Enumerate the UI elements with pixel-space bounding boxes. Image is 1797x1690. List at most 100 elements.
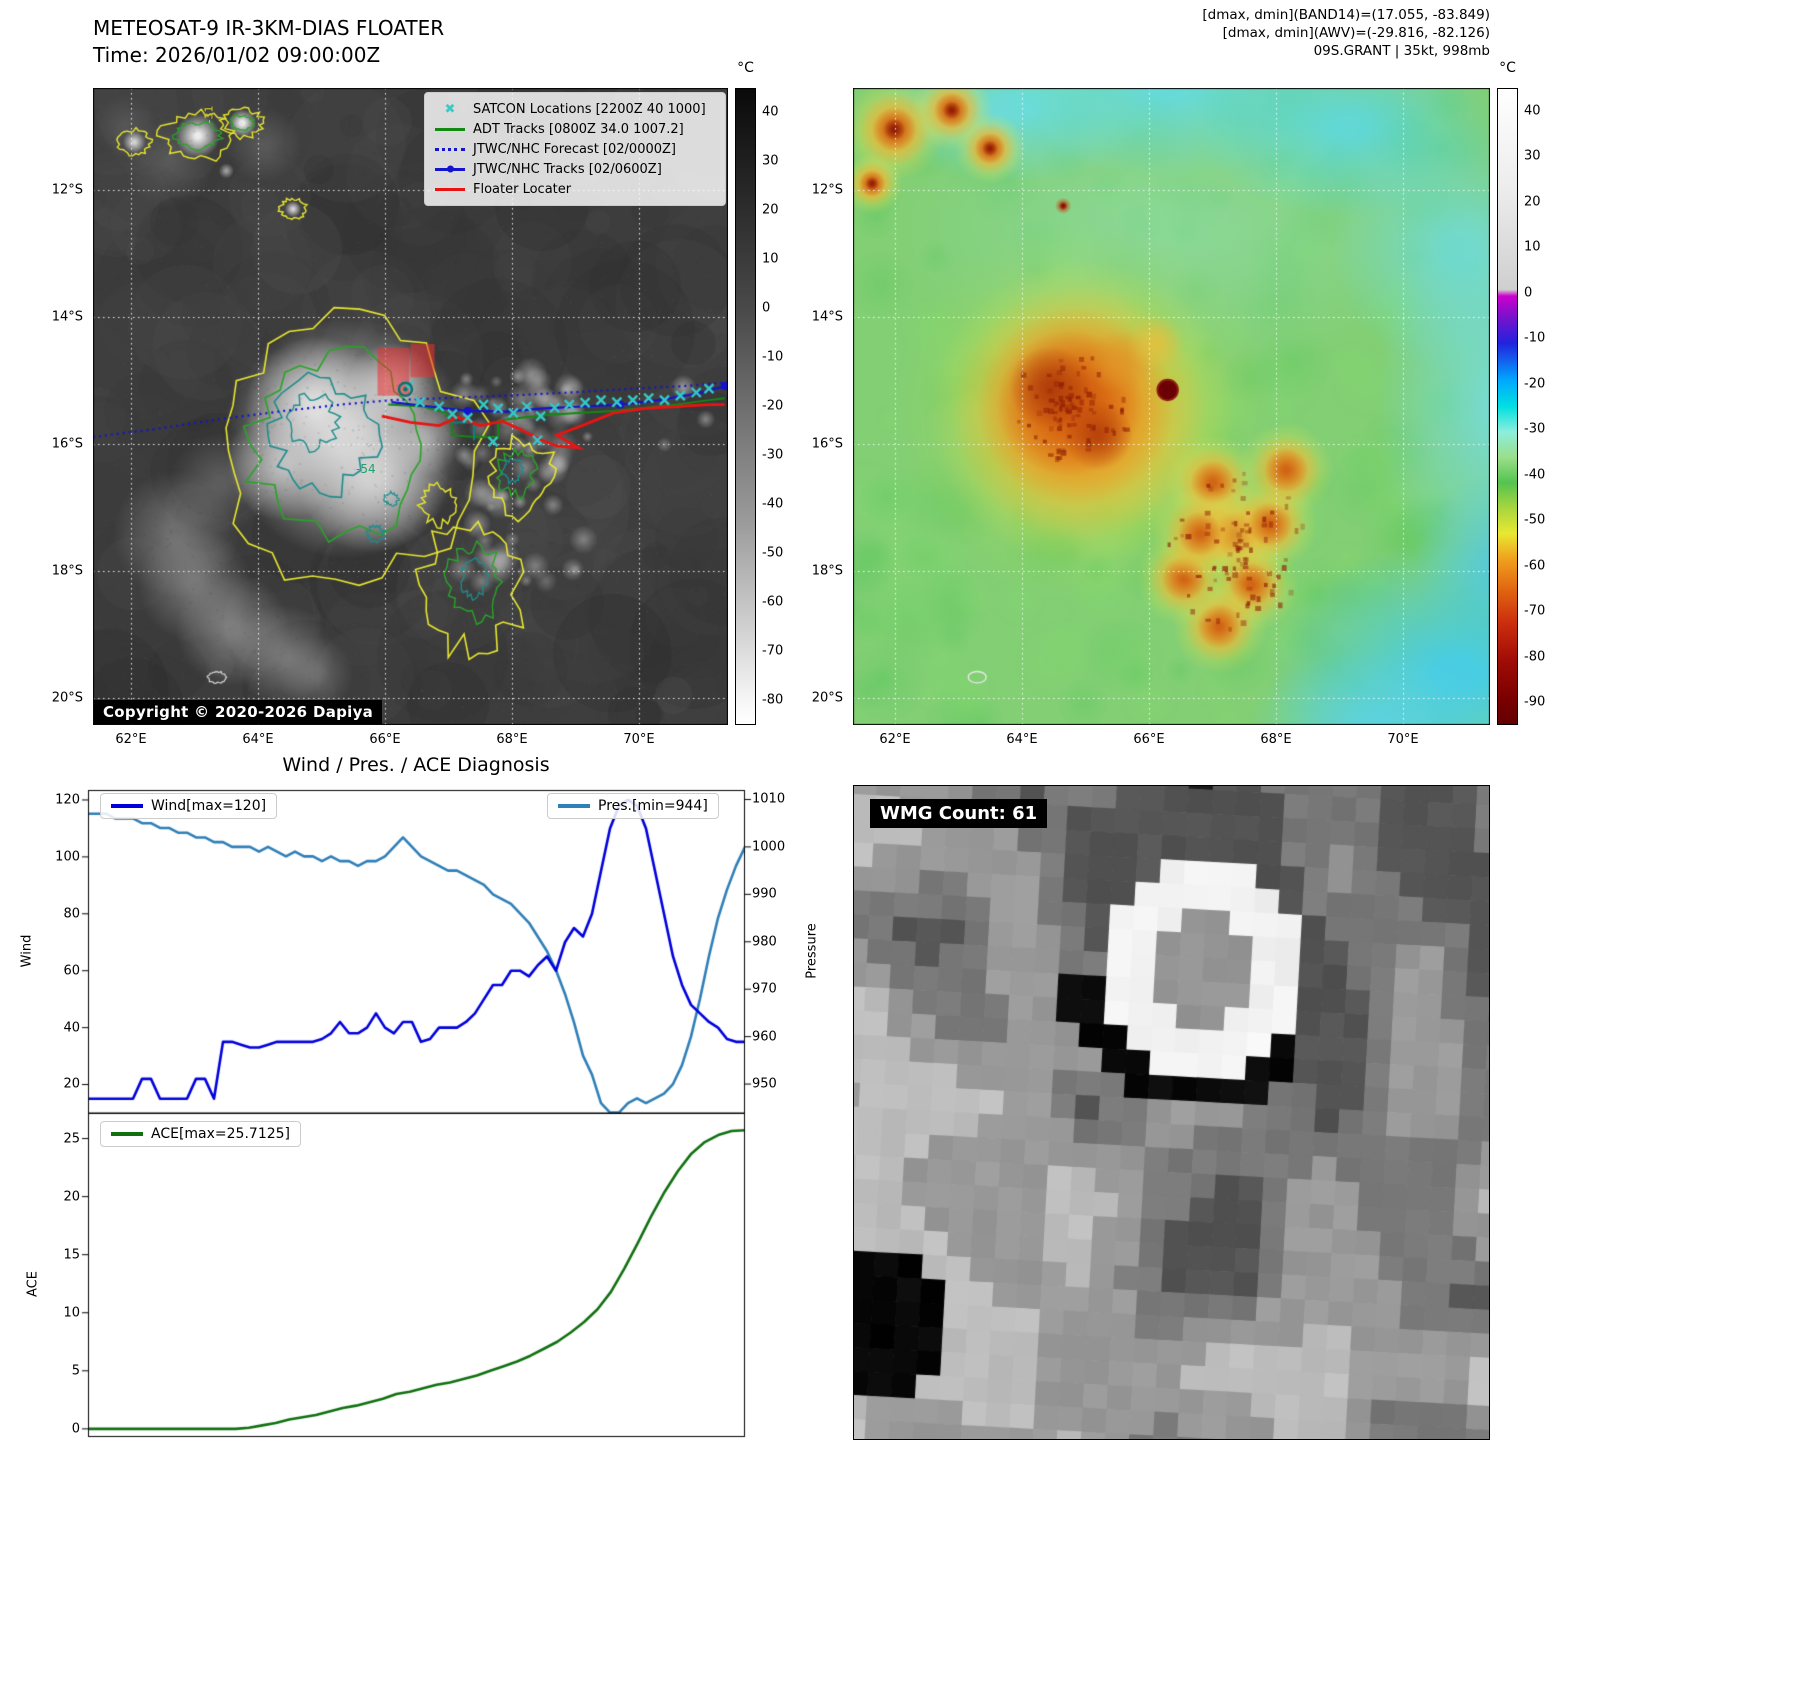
lat-tick-label: 14°S (811, 309, 843, 325)
pressure-axis-label: Pressure (804, 923, 820, 979)
lat-tick-label: 16°S (811, 436, 843, 452)
pressure-tick: 950 (752, 1076, 777, 1092)
colorbar-tick: 10 (1524, 239, 1541, 255)
awv-band14-range: [dmax, dmin](BAND14)=(17.055, -83.849) (1202, 7, 1490, 23)
colorbar-tick: -50 (1524, 512, 1546, 528)
colorbar-tick: 10 (762, 251, 779, 267)
wind-axis-label: Wind (19, 934, 35, 968)
ace-legend: ACE[max=25.7125] (100, 1121, 302, 1147)
colorbar-tick: -80 (1524, 649, 1546, 665)
wind-tick: 100 (55, 849, 80, 865)
ace-tick: 0 (71, 1421, 80, 1437)
track-line-dot-icon (435, 165, 465, 173)
pressure-tick: 1000 (752, 839, 786, 855)
pressure-tick: 960 (752, 1029, 777, 1045)
legend-item-tracks: JTWC/NHC Tracks [02/0600Z] (435, 159, 715, 179)
lon-tick-label: 66°E (369, 732, 401, 747)
map-legend: ✖ SATCON Locations [2200Z 40 1000] ADT T… (424, 92, 726, 206)
colorbar-tick: -80 (762, 692, 784, 708)
lat-tick-label: 16°S (51, 436, 83, 452)
contour-value-label: -54 (356, 462, 376, 476)
lon-tick-label: 64°E (1006, 732, 1038, 747)
colorbar-unit-label: °C (737, 60, 754, 76)
lon-tick-label: 62°E (115, 732, 147, 747)
colorbar-tick: -40 (1524, 467, 1546, 483)
contour-value-label: -31 (202, 105, 216, 124)
colorbar-tick: 0 (762, 300, 771, 316)
colorbar-tick: -20 (762, 398, 784, 414)
pressure-legend-label: Pres.[min=944] (598, 798, 708, 814)
pressure-tick: 980 (752, 934, 777, 950)
colorbar-tick: 30 (1524, 148, 1541, 164)
colorbar-tick: 20 (762, 202, 779, 218)
colorbar-tick: -20 (1524, 376, 1546, 392)
wind-tick: 80 (63, 906, 80, 922)
lat-tick-label: 20°S (811, 690, 843, 706)
legend-label: JTWC/NHC Tracks [02/0600Z] (473, 161, 662, 177)
wind-legend-label: Wind[max=120] (151, 798, 267, 814)
diagnosis-title: Wind / Pres. / ACE Diagnosis (282, 754, 550, 776)
colorbar-tick: 30 (762, 153, 779, 169)
adt-line-icon (435, 127, 465, 131)
legend-label: Floater Locater (473, 181, 572, 197)
legend-item-satcon: ✖ SATCON Locations [2200Z 40 1000] (435, 99, 715, 119)
ir-colorbar (735, 88, 756, 725)
lat-tick-label: 12°S (51, 182, 83, 198)
colorbar-tick: -70 (1524, 603, 1546, 619)
colorbar-tick: -30 (1524, 421, 1546, 437)
legend-item-forecast: JTWC/NHC Forecast [02/0000Z] (435, 139, 715, 159)
ace-tick: 10 (63, 1305, 80, 1321)
forecast-dotted-line-icon (435, 147, 465, 151)
colorbar-tick: -60 (1524, 558, 1546, 574)
legend-label: ADT Tracks [0800Z 34.0 1007.2] (473, 121, 684, 137)
colorbar-tick: -30 (762, 447, 784, 463)
ace-legend-label: ACE[max=25.7125] (151, 1126, 291, 1142)
wind-line-icon (111, 804, 143, 808)
pressure-tick: 970 (752, 981, 777, 997)
colorbar-tick: 40 (762, 104, 779, 120)
colorbar-tick: -90 (1524, 694, 1546, 710)
awv-satellite-canvas (853, 88, 1490, 725)
legend-item-adt: ADT Tracks [0800Z 34.0 1007.2] (435, 119, 715, 139)
colorbar-tick: -70 (762, 643, 784, 659)
legend-label: SATCON Locations [2200Z 40 1000] (473, 101, 706, 117)
wind-tick: 40 (63, 1020, 80, 1036)
lon-tick-label: 68°E (1260, 732, 1292, 747)
pressure-legend: Pres.[min=944] (547, 793, 719, 819)
satcon-x-icon: ✖ (444, 101, 456, 117)
lat-tick-label: 18°S (51, 563, 83, 579)
pressure-line-icon (558, 804, 590, 808)
wind-tick: 20 (63, 1076, 80, 1092)
wind-tick: 120 (55, 792, 80, 808)
wmg-panel: WMG Count: 61 (853, 785, 1490, 1440)
colorbar-tick: 40 (1524, 103, 1541, 119)
ir-panel-title: METEOSAT-9 IR-3KM-DIAS FLOATER (93, 16, 445, 40)
lon-tick-label: 64°E (242, 732, 274, 747)
colorbar-tick: -10 (762, 349, 784, 365)
awv-awv-range: [dmax, dmin](AWV)=(-29.816, -82.126) (1222, 25, 1490, 41)
copyright-notice: Copyright © 2020-2026 Dapiya (94, 700, 383, 724)
ace-tick: 15 (63, 1247, 80, 1263)
awv-colorbar (1497, 88, 1518, 725)
lat-tick-label: 12°S (811, 182, 843, 198)
floater-line-icon (435, 187, 465, 191)
colorbar-tick: 20 (1524, 194, 1541, 210)
lat-tick-label: 14°S (51, 309, 83, 325)
ace-tick: 5 (71, 1363, 80, 1379)
colorbar-tick: -40 (762, 496, 784, 512)
colorbar-tick: 0 (1524, 285, 1533, 301)
lat-tick-label: 18°S (811, 563, 843, 579)
diagnosis-chart-canvas (78, 780, 757, 1447)
lon-tick-label: 62°E (879, 732, 911, 747)
wind-legend: Wind[max=120] (100, 793, 278, 819)
legend-label: JTWC/NHC Forecast [02/0000Z] (473, 141, 676, 157)
colorbar-unit-label: °C (1499, 60, 1516, 76)
lon-tick-label: 66°E (1133, 732, 1165, 747)
colorbar-tick: -50 (762, 545, 784, 561)
legend-item-floater: Floater Locater (435, 179, 715, 199)
wmg-count-badge: WMG Count: 61 (870, 799, 1048, 828)
wind-tick: 60 (63, 963, 80, 979)
colorbar-tick: -60 (762, 594, 784, 610)
colorbar-tick: -10 (1524, 330, 1546, 346)
pressure-tick: 1010 (752, 791, 786, 807)
